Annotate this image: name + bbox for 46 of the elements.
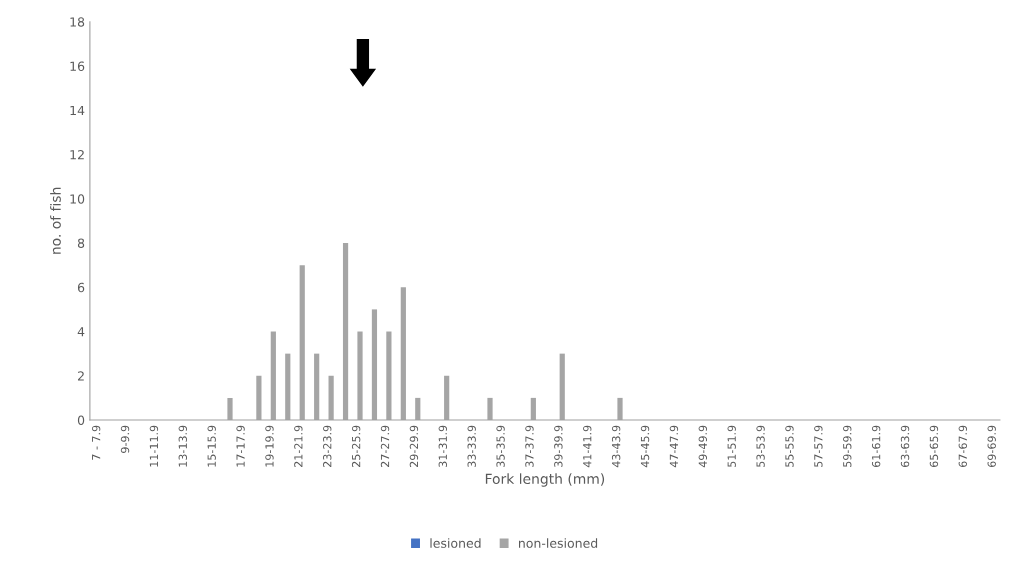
x-tick-label: 15-15.9 — [207, 425, 216, 467]
x-tick-label: 53-53.9 — [756, 425, 765, 467]
x-tick-label: 45-45.9 — [640, 425, 650, 468]
x-tick-label: 31-31.9 — [438, 425, 448, 467]
x-tick-label: 23-23.9 — [323, 425, 332, 467]
x-tick-label: 11-11.9 — [149, 425, 159, 467]
x-tick-label: 41-41.9 — [583, 425, 592, 468]
x-tick-label: 55-55.9 — [785, 425, 794, 467]
y-tick-label: 14 — [70, 105, 85, 116]
x-tick-label: 51-51.9 — [727, 425, 736, 467]
x-tick-label: 9-9.9 — [120, 425, 130, 453]
x-tick-label: 47-47.9 — [669, 425, 679, 468]
x-tick-label: 43-43.9 — [611, 425, 621, 468]
y-tick-label: 12 — [70, 149, 84, 160]
y-tick-label: 16 — [70, 61, 85, 71]
legend-label: non-lesioned — [519, 538, 598, 548]
legend-label: lesioned — [430, 538, 481, 548]
y-tick-label: 8 — [77, 238, 85, 248]
x-tick-label: 17-17.9 — [236, 425, 245, 467]
x-tick-label: 67-67.9 — [958, 425, 968, 467]
y-axis-title: no. of fish — [50, 187, 61, 254]
x-tick-label: 33-33.9 — [467, 425, 476, 467]
x-tick-label: 39-39.9 — [554, 425, 563, 467]
x-tick-label: 49-49.9 — [698, 425, 708, 468]
x-tick-label: 35-35.9 — [496, 425, 505, 467]
x-tick-label: 13-13.9 — [178, 425, 187, 467]
x-tick-label: 21-21.9 — [294, 425, 303, 467]
x-tick-label: 19-19.9 — [265, 425, 274, 467]
x-tick-label: 69-69.9 — [987, 425, 996, 467]
x-tick-label: 61-61.9 — [871, 425, 881, 467]
y-tick-label: 6 — [77, 282, 85, 293]
y-tick-label: 10 — [70, 194, 85, 204]
x-tick-label: 7 - 7.9 — [91, 425, 101, 460]
x-tick-label: 29-29.9 — [409, 425, 419, 467]
x-tick-label: 37-37.9 — [525, 425, 534, 467]
y-tick-label: 18 — [70, 17, 85, 27]
x-tick-label: 25-25.9 — [351, 425, 361, 467]
x-tick-label: 65-65.9 — [929, 425, 939, 467]
y-tick-label: 0 — [77, 415, 85, 425]
x-tick-label: 59-59.9 — [843, 425, 852, 467]
x-tick-label: 57-57.9 — [814, 425, 823, 467]
x-tick-label: 63-63.9 — [900, 425, 910, 467]
x-axis-title: Fork length (mm) — [485, 473, 605, 487]
x-tick-label: 27-27.9 — [380, 425, 390, 467]
y-tick-label: 2 — [77, 371, 84, 381]
y-tick-label: 4 — [77, 327, 85, 337]
